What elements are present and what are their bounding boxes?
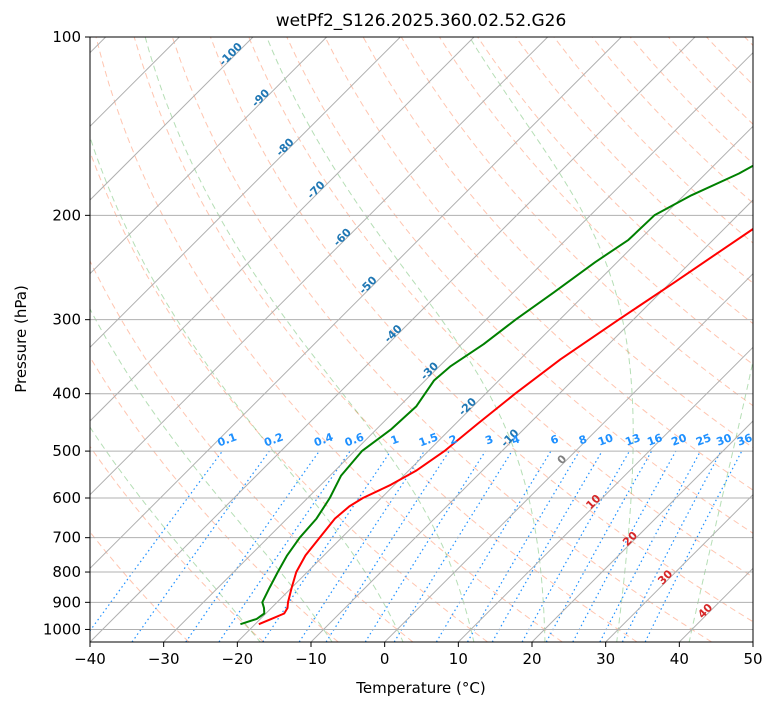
isotherm-gridline	[90, 37, 401, 349]
y-tick-label: 600	[52, 489, 81, 507]
mixing-ratio-label: 0.2	[262, 431, 285, 450]
dry-adiabat	[286, 37, 753, 534]
x-tick-label: −10	[295, 650, 327, 668]
mixing-ratio-label: 6	[549, 432, 561, 447]
dry-adiabat	[515, 37, 753, 284]
moist-adiabat	[688, 358, 753, 642]
y-axis-label: Pressure (hPa)	[12, 285, 30, 393]
x-tick-label: 0	[380, 650, 390, 668]
mixing-ratio-label: 0.1	[216, 431, 239, 450]
x-tick-label: −20	[222, 650, 254, 668]
isotherm-gridline	[236, 125, 753, 642]
mixing-ratio-line	[298, 450, 425, 642]
dry-adiabat	[90, 259, 414, 642]
plot-area: -100-90-80-70-60-50-40-30-20-10010203040…	[90, 37, 754, 642]
mixing-ratio-label: 4	[510, 432, 522, 447]
mixing-ratio-label: 25	[694, 431, 713, 448]
x-tick-label: 20	[522, 650, 541, 668]
mixing-ratio-label: 1.5	[417, 431, 440, 450]
y-tick-label: 1000	[43, 620, 81, 638]
mixing-ratio-line	[572, 450, 677, 642]
axes: −40 −30 −20 −10 0 10 20 30 40 50 1000 900 800 700 600 5…	[43, 28, 763, 668]
dry-adiabat	[171, 37, 712, 642]
chart-title: wetPf2_S126.2025.360.02.52.G26	[276, 11, 567, 31]
mixing-ratio-line	[435, 450, 552, 642]
mixing-ratio-label: 0.4	[312, 430, 335, 449]
mixing-ratio-line	[262, 450, 392, 642]
y-tick-label: 900	[52, 593, 81, 611]
x-tick-label: 30	[596, 650, 615, 668]
isotherm-gridline	[90, 37, 328, 275]
moist-adiabat	[144, 37, 475, 642]
mixing-ratio-label: 1	[389, 433, 401, 448]
dry-adiabat	[210, 37, 753, 623]
y-tick-label: 100	[52, 28, 81, 46]
moist-adiabat	[90, 426, 261, 642]
y-tick-label: 400	[52, 385, 81, 403]
mixing-ratio-line	[599, 450, 702, 642]
temperature-line	[258, 227, 753, 626]
mixing-ratio-line	[466, 450, 580, 642]
mixing-ratio-label: 13	[623, 431, 642, 448]
mixing-ratio-line	[364, 450, 486, 642]
mixing-ratio-label: 8	[577, 433, 589, 448]
dry-adiabat	[90, 445, 264, 642]
x-tick-label: 10	[449, 650, 468, 668]
isotherm-gridline	[90, 37, 622, 570]
isotherm-gridline	[163, 51, 753, 642]
mixing-ratio-label: 3	[483, 433, 495, 448]
x-tick-label: 50	[743, 650, 762, 668]
isotherm-gridline	[605, 493, 753, 642]
x-tick-label: 40	[670, 650, 689, 668]
dry-adiabat	[248, 37, 753, 578]
isotherm-gridline	[384, 272, 753, 642]
mixing-ratio-label: 2	[447, 433, 459, 448]
dry-adiabat	[95, 37, 563, 642]
moist-adiabat	[266, 37, 546, 642]
x-axis-label: Temperature (°C)	[355, 679, 485, 697]
moist-adiabat	[90, 135, 404, 642]
mixing-ratio-line	[185, 450, 320, 642]
mixing-ratio-line	[218, 450, 351, 642]
mixing-ratio-line	[325, 450, 450, 642]
dry-adiabat	[133, 37, 638, 642]
x-tick-label: −40	[74, 650, 106, 668]
mixing-ratio-label: 0.6	[343, 430, 366, 449]
dewpoint-line	[240, 164, 753, 626]
mixing-ratio-label: 36	[735, 431, 754, 449]
mixing-ratio-label: 30	[715, 431, 734, 449]
isotherm-gridline	[90, 37, 549, 496]
isotherm-gridline	[531, 420, 753, 642]
isotherm-gridline	[90, 37, 475, 422]
moist-adiabat	[469, 37, 634, 642]
isotherm-gridline	[310, 199, 753, 642]
y-tick-label: 300	[52, 311, 81, 329]
isotherm-gridline	[90, 37, 254, 201]
moist-adiabat	[90, 308, 333, 642]
y-tick-label: 700	[52, 529, 81, 547]
isotherm-gridline	[90, 37, 696, 642]
x-tick-label: −30	[148, 650, 180, 668]
isotherm-gridline	[457, 346, 753, 642]
y-tick-label: 500	[52, 442, 81, 460]
mixing-ratio-label: 16	[645, 431, 664, 449]
plot-frame	[89, 36, 754, 643]
y-tick-label: 200	[52, 206, 81, 224]
dry-adiabat	[324, 37, 753, 491]
mixing-ratio-label: 10	[596, 431, 615, 449]
y-tick-label: 800	[52, 563, 81, 581]
mixing-ratio-label: 20	[670, 431, 689, 449]
